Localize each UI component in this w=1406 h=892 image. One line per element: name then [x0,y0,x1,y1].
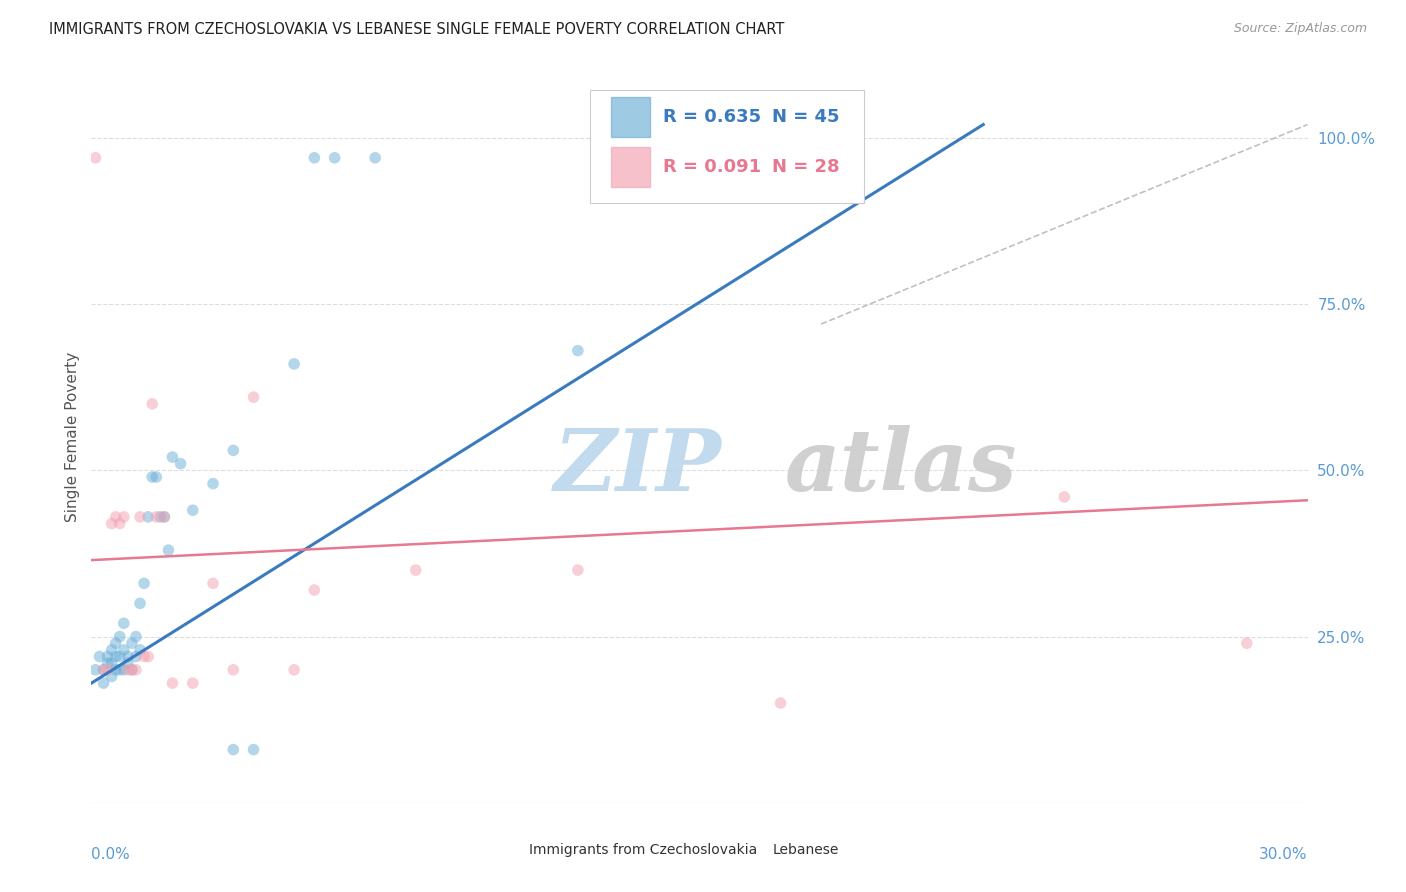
Point [89,649,111,664]
Point [141,397,163,411]
Point [162,450,184,464]
Y-axis label: Single Female Poverty: Single Female Poverty [65,352,80,522]
Point [125,649,148,664]
Point [157,543,180,558]
Point [136,509,159,524]
Point [97,663,120,677]
FancyBboxPatch shape [591,90,863,203]
Point [145,509,167,524]
Point [93,663,115,677]
Text: Lebanese: Lebanese [772,843,839,857]
Point [1236,636,1258,650]
Point [222,663,245,677]
Point [93,676,115,690]
Point [100,516,122,531]
Point [129,643,152,657]
Point [323,151,346,165]
Point [100,656,122,670]
Point [141,470,163,484]
Point [117,656,139,670]
Text: ZIP: ZIP [554,425,721,508]
Point [112,509,135,524]
Point [149,509,172,524]
Text: 0.0%: 0.0% [91,847,131,862]
Point [100,643,122,657]
Point [304,151,326,165]
Text: Immigrants from Czechoslovakia: Immigrants from Czechoslovakia [529,843,758,857]
Point [104,663,127,677]
Text: R = 0.091: R = 0.091 [664,158,761,176]
Point [567,563,589,577]
Text: N = 28: N = 28 [772,158,839,176]
Point [242,742,264,756]
Point [145,470,167,484]
Point [112,616,135,631]
Point [153,509,176,524]
Point [104,649,127,664]
Point [132,576,155,591]
Point [769,696,792,710]
Point [93,663,115,677]
Text: N = 45: N = 45 [772,108,839,126]
Point [112,643,135,657]
Point [202,576,225,591]
Point [283,663,305,677]
Point [117,663,139,677]
Point [181,503,204,517]
Text: IMMIGRANTS FROM CZECHOSLOVAKIA VS LEBANESE SINGLE FEMALE POVERTY CORRELATION CHA: IMMIGRANTS FROM CZECHOSLOVAKIA VS LEBANE… [49,22,785,37]
Point [121,663,143,677]
Point [125,663,148,677]
Point [567,343,589,358]
Point [242,390,264,404]
Point [108,516,131,531]
Text: R = 0.635: R = 0.635 [664,108,761,126]
Point [222,742,245,756]
Text: atlas: atlas [785,425,1017,508]
Point [132,649,155,664]
Bar [492,838,519,859]
Point [97,649,120,664]
Point [84,663,107,677]
Point [129,509,152,524]
Text: Source: ZipAtlas.com: Source: ZipAtlas.com [1233,22,1367,36]
Point [84,151,107,165]
Point [104,636,127,650]
Bar [610,97,650,137]
Point [117,649,139,664]
Point [108,630,131,644]
Point [125,630,148,644]
Point [100,669,122,683]
Bar [735,838,762,859]
Point [181,676,204,690]
Point [129,596,152,610]
Point [1053,490,1076,504]
Point [108,663,131,677]
Point [108,649,131,664]
Point [162,676,184,690]
Text: 30.0%: 30.0% [1260,847,1308,862]
Point [121,663,143,677]
Point [202,476,225,491]
Point [121,636,143,650]
Point [153,509,176,524]
Point [169,457,191,471]
Point [97,656,120,670]
Point [405,563,427,577]
Bar [610,146,650,187]
Point [222,443,245,458]
Point [104,509,127,524]
Point [112,663,135,677]
Point [136,649,159,664]
Point [364,151,387,165]
Point [283,357,305,371]
Point [304,582,326,597]
